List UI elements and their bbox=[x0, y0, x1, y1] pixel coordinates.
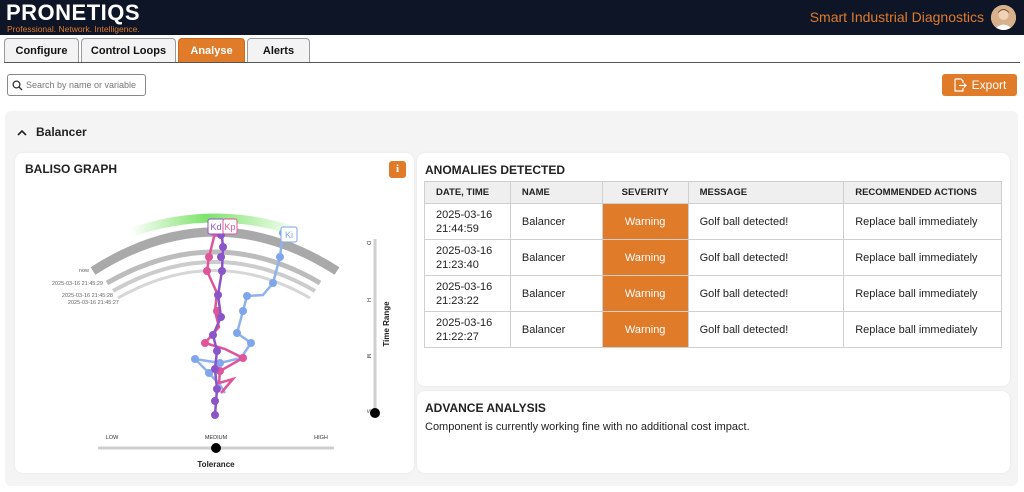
app-title: Smart Industrial Diagnostics bbox=[809, 9, 984, 25]
brand-tagline: Professional. Network. Intelligence. bbox=[7, 24, 140, 34]
balancer-section: Balancer BALISO GRAPH i bbox=[5, 111, 1018, 486]
cell-action: Replace ball immediately bbox=[843, 311, 1002, 348]
search-icon bbox=[12, 79, 23, 90]
col-header-severity[interactable]: SEVERITY bbox=[601, 181, 689, 204]
chevron-up-icon[interactable] bbox=[17, 129, 27, 136]
table-row[interactable]: 2025-03-16 21:23:40 Balancer Warning Golf… bbox=[424, 239, 1002, 276]
tolerance-arc bbox=[128, 213, 302, 238]
export-icon bbox=[954, 78, 967, 92]
time-tick-m: M bbox=[365, 354, 371, 359]
tolerance-tick-medium: MEDIUM bbox=[205, 435, 228, 441]
cell-action: Replace ball immediately bbox=[843, 203, 1002, 240]
ki-label-box bbox=[280, 226, 298, 243]
time-range-handle[interactable] bbox=[370, 408, 380, 418]
severity-badge: Warning bbox=[601, 203, 689, 240]
export-button[interactable]: Export bbox=[942, 74, 1017, 96]
timeline-arc-1 bbox=[105, 249, 322, 286]
cell-datetime: 2025-03-16 21:23:40 bbox=[424, 239, 511, 276]
col-header-name[interactable]: NAME bbox=[509, 181, 603, 204]
timeline-arc-2 bbox=[112, 260, 317, 293]
cell-message: Golf ball detected! bbox=[687, 275, 845, 312]
advance-analysis-card: ADVANCE ANALYSIS Component is currently … bbox=[417, 391, 1010, 473]
cell-name: Balancer bbox=[509, 239, 603, 276]
col-header-message[interactable]: MESSAGE bbox=[687, 181, 845, 204]
cell-name: Balancer bbox=[509, 311, 603, 348]
user-avatar-icon bbox=[991, 5, 1016, 30]
info-button[interactable]: i bbox=[389, 161, 406, 178]
tab-control-loops[interactable]: Control Loops bbox=[81, 38, 176, 62]
tolerance-handle[interactable] bbox=[211, 443, 221, 453]
ki-label: Ki bbox=[285, 230, 293, 240]
kp-label-box bbox=[222, 218, 238, 235]
col-header-actions[interactable]: RECOMMENDED ACTIONS bbox=[843, 181, 1002, 204]
section-title: Balancer bbox=[36, 125, 87, 139]
timeline-label-2: 2025-03-16 21:45:28 bbox=[62, 293, 113, 299]
tolerance-title: Tolerance bbox=[197, 460, 235, 469]
export-label: Export bbox=[971, 78, 1007, 92]
cell-name: Balancer bbox=[509, 203, 603, 240]
baliso-graph-card: BALISO GRAPH i bbox=[15, 153, 414, 473]
time-tick-s: S bbox=[365, 409, 371, 413]
tab-analyse[interactable]: Analyse bbox=[178, 38, 245, 62]
tolerance-tick-low: LOW bbox=[106, 435, 119, 441]
search-input[interactable] bbox=[26, 80, 141, 90]
kd-label: Kd bbox=[210, 222, 221, 232]
app-header: PRONETIQS Professional. Network. Intelli… bbox=[0, 0, 1024, 35]
severity-badge: Warning bbox=[601, 239, 689, 276]
main-tabs: Configure Control Loops Analyse Alerts bbox=[4, 38, 310, 62]
cell-message: Golf ball detected! bbox=[687, 239, 845, 276]
cell-datetime: 2025-03-16 21:44:59 bbox=[424, 203, 511, 240]
time-tick-d: D bbox=[365, 241, 371, 245]
avatar[interactable] bbox=[991, 5, 1016, 30]
section-header[interactable]: Balancer bbox=[17, 125, 87, 139]
logo: PRONETIQS Professional. Network. Intelli… bbox=[6, 0, 141, 35]
baliso-title: BALISO GRAPH bbox=[25, 162, 118, 176]
advance-analysis-title: ADVANCE ANALYSIS bbox=[425, 401, 546, 415]
brand-name: PRONETIQS bbox=[6, 0, 141, 25]
search-box[interactable] bbox=[7, 74, 146, 96]
tab-alerts[interactable]: Alerts bbox=[247, 38, 310, 62]
cell-action: Replace ball immediately bbox=[843, 239, 1002, 276]
cell-name: Balancer bbox=[509, 275, 603, 312]
tab-configure[interactable]: Configure bbox=[4, 38, 79, 62]
time-range-title: Time Range bbox=[382, 301, 391, 347]
cell-message: Golf ball detected! bbox=[687, 203, 845, 240]
baliso-graph: Kd Kp Ki now 2025-03-16 21:45:29 2025-03… bbox=[52, 213, 391, 469]
timeline-arc-3 bbox=[117, 269, 311, 300]
tab-divider bbox=[4, 62, 1020, 63]
anomalies-table: DATE, TIME NAME SEVERITY MESSAGE RECOMME… bbox=[424, 181, 1002, 348]
anomalies-card: ANOMALIES DETECTED DATE, TIME NAME SEVER… bbox=[417, 153, 1010, 386]
cell-message: Golf ball detected! bbox=[687, 311, 845, 348]
table-row[interactable]: 2025-03-16 21:44:59 Balancer Warning Golf… bbox=[424, 203, 1002, 240]
kp-label: Kp bbox=[224, 222, 235, 232]
table-row[interactable]: 2025-03-16 21:23:22 Balancer Warning Golf… bbox=[424, 275, 1002, 312]
table-row[interactable]: 2025-03-16 21:22:27 Balancer Warning Golf… bbox=[424, 311, 1002, 348]
time-tick-h: H bbox=[365, 298, 371, 302]
col-header-date[interactable]: DATE, TIME bbox=[424, 181, 511, 204]
cell-action: Replace ball immediately bbox=[843, 275, 1002, 312]
cell-datetime: 2025-03-16 21:22:27 bbox=[424, 311, 511, 348]
anomalies-title: ANOMALIES DETECTED bbox=[425, 163, 566, 177]
kd-series-points bbox=[209, 231, 227, 419]
tolerance-tick-high: HIGH bbox=[314, 435, 328, 441]
table-header-row: DATE, TIME NAME SEVERITY MESSAGE RECOMME… bbox=[424, 181, 1002, 204]
timeline-label-1: 2025-03-16 21:45:29 bbox=[52, 281, 103, 287]
advance-analysis-text: Component is currently working fine with… bbox=[425, 421, 750, 433]
timeline-label-now: now bbox=[79, 268, 89, 274]
severity-badge: Warning bbox=[601, 275, 689, 312]
timeline-label-3: 2025-03-16 21:45:27 bbox=[68, 300, 119, 306]
severity-badge: Warning bbox=[601, 311, 689, 348]
cell-datetime: 2025-03-16 21:23:22 bbox=[424, 275, 511, 312]
